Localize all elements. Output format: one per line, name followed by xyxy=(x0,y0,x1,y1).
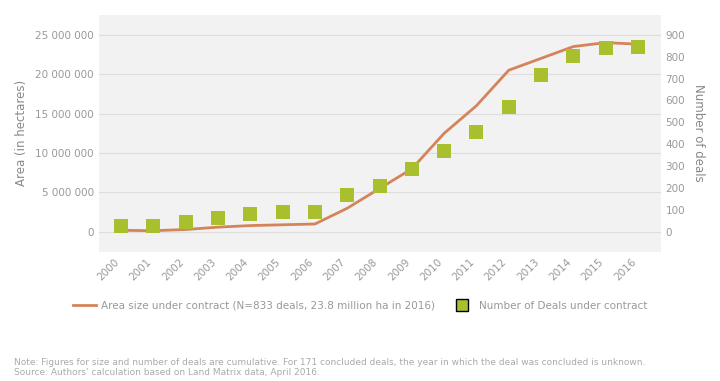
Point xyxy=(277,209,289,215)
Point xyxy=(309,209,320,215)
Point xyxy=(438,148,450,154)
Y-axis label: Number of deals: Number of deals xyxy=(692,85,705,182)
Point xyxy=(600,45,611,51)
Y-axis label: Area (in hectares): Area (in hectares) xyxy=(15,80,28,186)
Point xyxy=(212,215,224,221)
Point xyxy=(148,223,159,229)
Point xyxy=(245,211,256,218)
Point xyxy=(535,72,546,78)
Point xyxy=(567,53,579,59)
Point xyxy=(180,219,192,225)
Point xyxy=(341,192,353,198)
Point xyxy=(632,44,644,50)
Point xyxy=(471,129,482,135)
Point xyxy=(374,183,385,189)
Point xyxy=(503,104,515,110)
Legend: Area size under contract (N=833 deals, 23.8 million ha in 2016), Number of Deals: Area size under contract (N=833 deals, 2… xyxy=(68,296,652,315)
Text: Note: Figures for size and number of deals are cumulative. For 171 concluded dea: Note: Figures for size and number of dea… xyxy=(14,358,646,377)
Point xyxy=(406,166,418,173)
Point xyxy=(115,223,127,229)
